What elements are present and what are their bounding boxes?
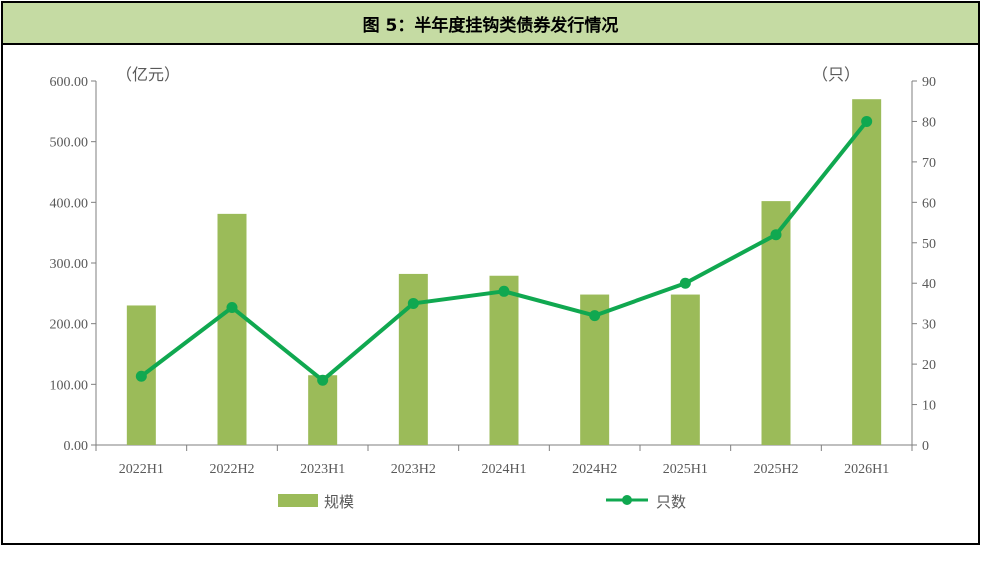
right-tick-label: 90 xyxy=(922,75,936,90)
right-tick-label: 20 xyxy=(922,358,936,373)
bar-2022H2 xyxy=(217,213,247,445)
left-tick-label: 500.00 xyxy=(50,136,89,151)
point-2026H1 xyxy=(861,115,873,127)
line-series xyxy=(135,115,873,386)
x-tick-label: 2025H1 xyxy=(663,462,708,477)
x-tick-label: 2022H1 xyxy=(119,462,164,477)
x-tick-label: 2023H2 xyxy=(391,462,436,477)
left-tick-label: 0.00 xyxy=(64,439,89,454)
point-2022H2 xyxy=(226,301,238,313)
left-tick-label: 600.00 xyxy=(50,75,89,90)
point-2025H2 xyxy=(770,229,782,241)
x-tick-label: 2024H2 xyxy=(572,462,617,477)
legend-label-line: 只数 xyxy=(656,493,686,511)
x-tick-label: 2022H2 xyxy=(209,462,254,477)
x-tick-label: 2024H1 xyxy=(481,462,526,477)
tick-labels: 0.00 100.00 200.00 300.00 400.00 500.00 600.00… xyxy=(50,75,937,477)
bar-2026H1 xyxy=(852,99,882,445)
bar-2023H1 xyxy=(308,375,338,445)
legend-label-bar: 规模 xyxy=(324,493,354,511)
right-tick-label: 0 xyxy=(922,439,929,454)
right-tick-label: 40 xyxy=(922,277,936,292)
right-tick-label: 10 xyxy=(922,399,936,414)
legend-bar-swatch xyxy=(278,494,318,507)
right-axis-unit: （只） xyxy=(812,65,860,84)
point-2023H1 xyxy=(317,374,329,386)
legend-line-marker xyxy=(622,495,632,505)
chart-title: 图 5：半年度挂钩类债券发行情况 xyxy=(362,15,619,36)
right-tick-label: 80 xyxy=(922,115,936,130)
point-2022H1 xyxy=(135,370,147,382)
title-bar: 图 5：半年度挂钩类债券发行情况 xyxy=(3,3,978,45)
right-tick-label: 60 xyxy=(922,196,936,211)
left-tick-label: 400.00 xyxy=(50,196,89,211)
bar-2024H1 xyxy=(489,275,519,445)
point-2024H2 xyxy=(589,310,601,322)
right-tick-label: 50 xyxy=(922,237,936,252)
right-tick-label: 70 xyxy=(922,156,936,171)
x-tick-label: 2026H1 xyxy=(844,462,889,477)
left-tick-label: 300.00 xyxy=(50,257,89,272)
point-2025H1 xyxy=(679,277,691,289)
point-2023H2 xyxy=(407,297,419,309)
x-tick-label: 2025H2 xyxy=(753,462,798,477)
left-tick-label: 100.00 xyxy=(50,378,89,393)
left-axis-unit: （亿元） xyxy=(116,65,180,84)
chart-frame: 图 5：半年度挂钩类债券发行情况 xyxy=(1,1,980,545)
bar-series xyxy=(126,99,882,445)
x-tick-label: 2023H1 xyxy=(300,462,345,477)
bar-2025H1 xyxy=(670,294,700,445)
legend: 规模 只数 xyxy=(278,493,686,511)
left-tick-label: 200.00 xyxy=(50,318,89,333)
right-tick-label: 30 xyxy=(922,318,936,333)
point-2024H1 xyxy=(498,285,510,297)
